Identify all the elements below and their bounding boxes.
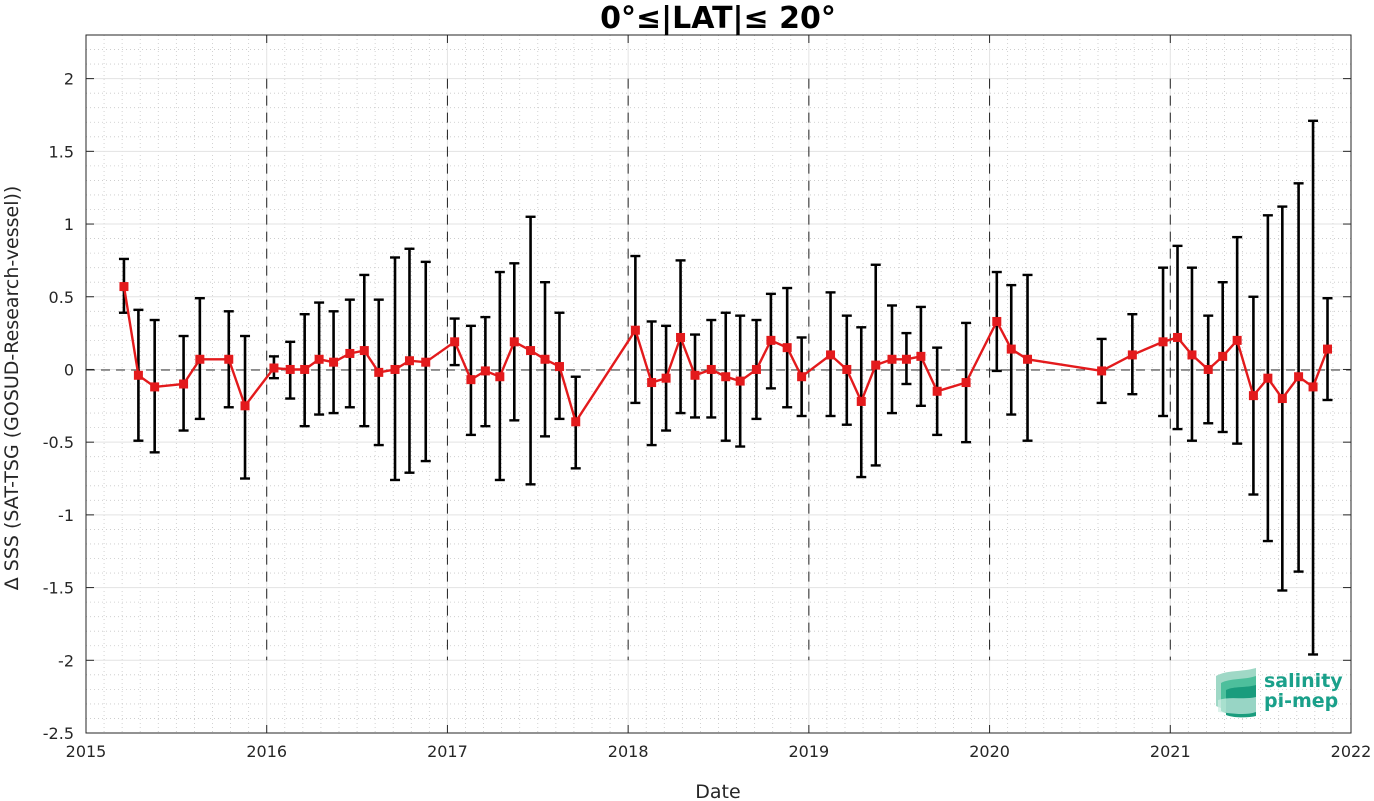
- data-point-marker: [751, 364, 761, 374]
- logo-line2: pi-mep: [1264, 690, 1338, 712]
- data-point-marker: [690, 370, 700, 380]
- data-point-marker: [992, 316, 1002, 326]
- x-tick-label: 2016: [246, 742, 287, 761]
- data-point-marker: [554, 362, 564, 372]
- y-tick-label: -1.5: [43, 579, 74, 598]
- wave-logo-icon: [1216, 668, 1256, 718]
- data-point-marker: [766, 335, 776, 345]
- data-point-marker: [1263, 373, 1273, 383]
- data-point-marker: [314, 354, 324, 364]
- data-point-marker: [329, 357, 339, 367]
- data-point-marker: [300, 364, 310, 374]
- y-tick-label: 1.5: [49, 142, 74, 161]
- data-point-marker: [150, 382, 160, 392]
- year-boundary-lines: [266, 78, 1171, 661]
- data-point-marker: [571, 417, 581, 427]
- data-point-marker: [932, 386, 942, 396]
- data-point-marker: [359, 346, 369, 356]
- data-point-marker: [1323, 344, 1333, 354]
- data-point-marker: [735, 376, 745, 386]
- y-tick-label: -2: [58, 651, 74, 670]
- data-point-marker: [133, 370, 143, 380]
- data-point-marker: [179, 379, 189, 389]
- data-point-marker: [374, 367, 384, 377]
- data-point-marker: [887, 354, 897, 364]
- data-point-marker: [647, 378, 657, 388]
- data-point-marker: [826, 350, 836, 360]
- data-point-marker: [269, 363, 279, 373]
- data-point-marker: [1203, 364, 1213, 374]
- data-point-marker: [509, 337, 519, 347]
- data-point-marker: [404, 356, 414, 366]
- data-point-marker: [450, 337, 460, 347]
- data-point-marker: [540, 354, 550, 364]
- data-point-marker: [901, 354, 911, 364]
- data-point-marker: [224, 354, 234, 364]
- data-point-marker: [1294, 372, 1304, 382]
- data-point-marker: [1308, 382, 1318, 392]
- data-point-marker: [661, 373, 671, 383]
- data-point-marker: [466, 375, 476, 385]
- y-tick-labels: 2 1.5 1 0.5 0 -0.5 -1 -1.5 -2 -2.5: [43, 70, 74, 743]
- x-tick-labels: 2015 2016 2017 2018 2019 2020 2021 2022: [66, 742, 1372, 761]
- data-point-marker: [285, 364, 295, 374]
- data-point-marker: [195, 354, 205, 364]
- y-tick-label: 0.5: [49, 288, 74, 307]
- data-point-marker: [1277, 394, 1287, 404]
- data-point-marker: [1248, 391, 1258, 401]
- chart-title: 0°≤|LAT|≤ 20°: [600, 1, 836, 36]
- data-point-marker: [916, 351, 926, 361]
- series-markers: [119, 282, 1333, 427]
- data-point-marker: [856, 396, 866, 406]
- x-tick-label: 2018: [608, 742, 649, 761]
- salinity-pi-mep-logo: salinity pi-mep: [1216, 668, 1343, 718]
- y-tick-label: -2.5: [43, 724, 74, 743]
- x-tick-label: 2021: [1150, 742, 1191, 761]
- x-tick-label: 2019: [788, 742, 829, 761]
- data-point-marker: [782, 343, 792, 353]
- data-point-marker: [1218, 351, 1228, 361]
- x-axis-title: Date: [695, 781, 740, 801]
- data-point-marker: [390, 364, 400, 374]
- data-point-marker: [630, 325, 640, 335]
- data-point-marker: [240, 401, 250, 411]
- data-point-marker: [1127, 350, 1137, 360]
- x-tick-label: 2022: [1331, 742, 1372, 761]
- data-point-marker: [526, 346, 536, 356]
- y-tick-label: 2: [64, 70, 74, 89]
- data-point-marker: [961, 378, 971, 388]
- y-tick-label: -0.5: [43, 433, 74, 452]
- axis-ticks: [85, 35, 1352, 734]
- data-point-marker: [1097, 366, 1107, 376]
- data-point-marker: [706, 364, 716, 374]
- data-point-marker: [345, 348, 355, 358]
- data-point-marker: [421, 357, 431, 367]
- data-point-marker: [1158, 337, 1168, 347]
- logo-line1: salinity: [1264, 670, 1343, 692]
- data-point-marker: [480, 366, 490, 376]
- plot-frame: [85, 34, 1352, 734]
- data-point-marker: [842, 364, 852, 374]
- data-point-marker: [676, 332, 686, 342]
- y-tick-label: -1: [58, 506, 74, 525]
- data-point-marker: [721, 372, 731, 382]
- x-tick-label: 2015: [66, 742, 107, 761]
- data-point-marker: [1232, 335, 1242, 345]
- data-point-marker: [495, 372, 505, 382]
- data-point-marker: [1023, 354, 1033, 364]
- y-tick-label: 1: [64, 215, 74, 234]
- data-point-marker: [1006, 344, 1016, 354]
- x-tick-label: 2017: [427, 742, 468, 761]
- y-axis-title: Δ SSS (SAT-TSG (GOSUD-Research-vessel)): [1, 186, 23, 591]
- data-point-marker: [119, 282, 129, 292]
- y-tick-label: 0: [64, 360, 74, 379]
- data-point-marker: [1173, 332, 1183, 342]
- data-point-marker: [1187, 350, 1197, 360]
- data-point-marker: [871, 360, 881, 370]
- data-point-marker: [797, 372, 807, 382]
- x-tick-label: 2020: [969, 742, 1010, 761]
